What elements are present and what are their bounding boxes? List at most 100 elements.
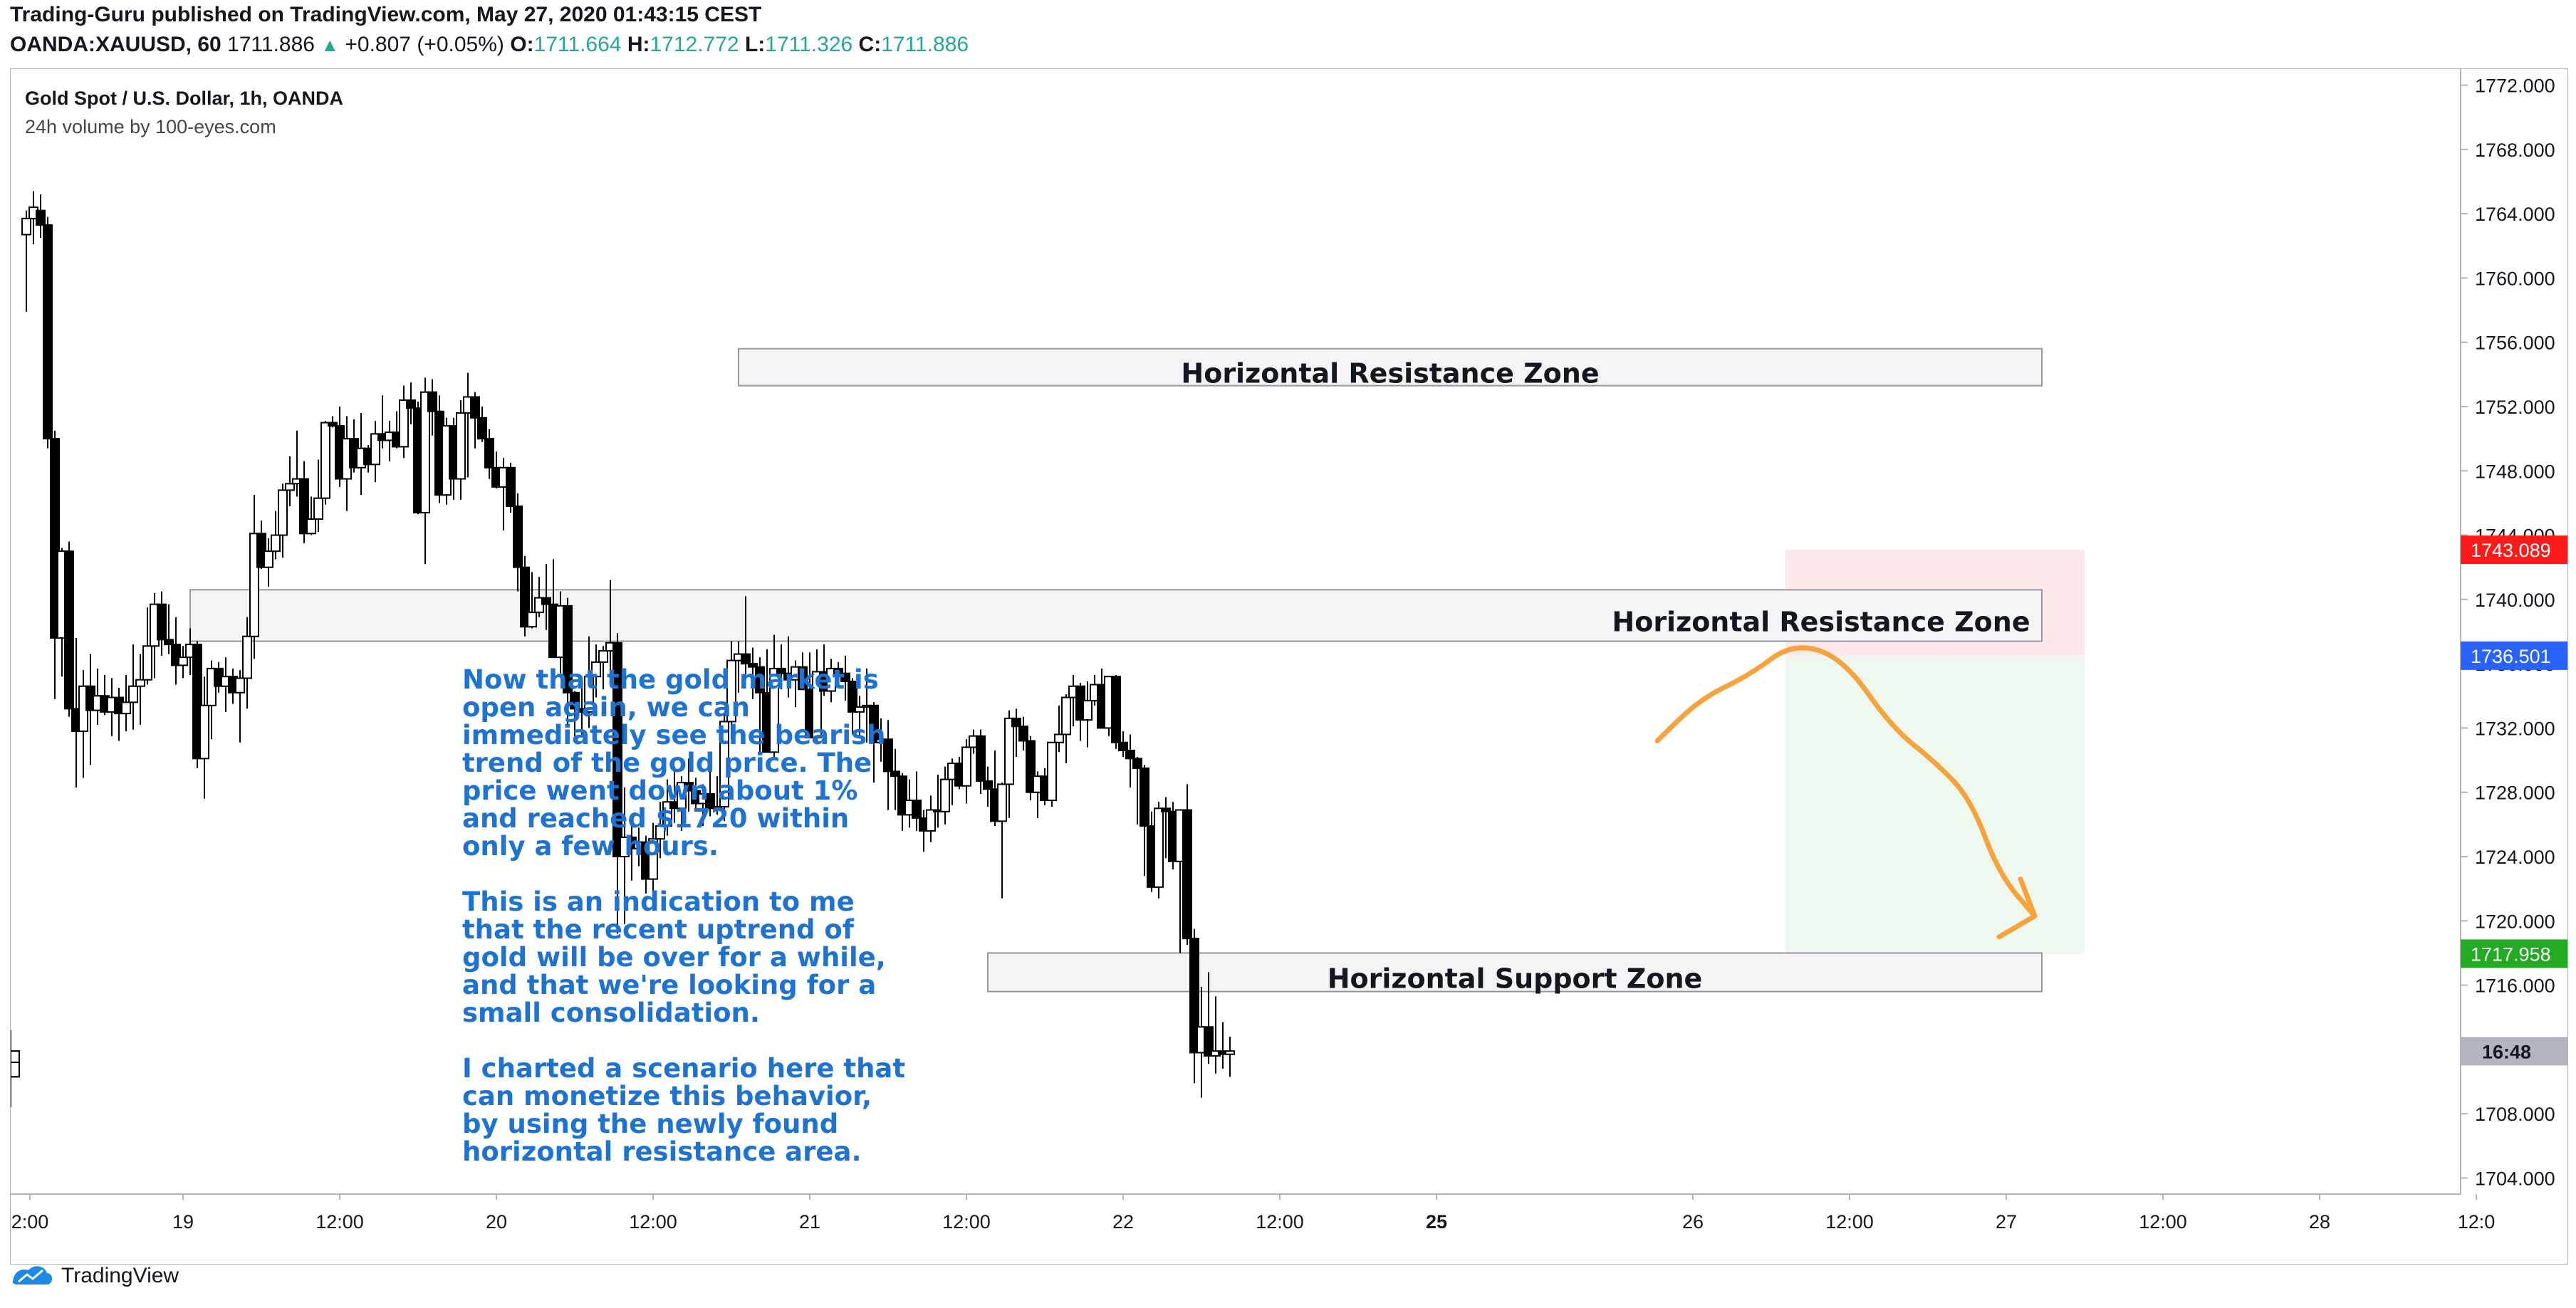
candle <box>484 429 494 479</box>
bearish-candle-body <box>776 667 786 674</box>
bearish-candle-body <box>833 667 843 674</box>
candle <box>741 596 751 679</box>
candle <box>1011 708 1021 758</box>
y-tick-label: 1772.000 <box>2475 75 2555 97</box>
bullish-candle-body <box>769 667 779 753</box>
candle <box>983 766 993 807</box>
candle <box>961 739 971 804</box>
candle <box>1182 784 1192 946</box>
candle <box>912 771 922 831</box>
bullish-candle-body <box>420 391 430 513</box>
publisher-text: Trading-Guru published on TradingView.co… <box>10 3 762 26</box>
bullish-candle-body <box>121 701 131 715</box>
bearish-candle-body <box>1161 807 1171 812</box>
annotation-line: trend of the gold price. The <box>462 748 872 778</box>
footer-brand[interactable]: TradingView <box>10 1263 179 1289</box>
close-label: C: <box>858 33 882 56</box>
bullish-candle-body <box>235 677 245 694</box>
candle <box>848 678 857 735</box>
x-tick-label: 12:00 <box>1825 1211 1874 1233</box>
bearish-candle-body <box>541 597 551 605</box>
candle <box>427 379 437 436</box>
bullish-candle-body <box>278 489 288 536</box>
candle <box>406 382 416 424</box>
candle <box>1004 710 1014 818</box>
candle <box>328 416 338 428</box>
candle <box>527 572 537 629</box>
bullish-candle-body <box>242 635 252 679</box>
candle <box>719 713 729 822</box>
ohlc-line: OANDA:XAUUSD, 60 1711.886 ▲ +0.807 (+0.0… <box>10 33 969 57</box>
candle <box>570 691 580 736</box>
bullish-candle-body <box>1154 807 1164 888</box>
bullish-candle-body <box>648 838 658 880</box>
candle <box>584 636 594 728</box>
candle <box>776 644 786 690</box>
x-tick-label: 27 <box>1996 1211 2017 1233</box>
candle <box>199 676 209 799</box>
bearish-candle-body <box>976 735 986 782</box>
last-price: 1711.886 <box>227 33 315 56</box>
high-label: H: <box>627 33 650 56</box>
bearish-candle-body <box>563 605 573 694</box>
bullish-candle-body <box>399 399 409 448</box>
y-tick-label: 1732.000 <box>2475 718 2555 739</box>
candle <box>705 766 715 817</box>
x-tick-label: 25 <box>1426 1211 1447 1233</box>
target-price-tag: 1717.958 <box>2471 943 2551 965</box>
bullish-candle-body <box>719 721 729 808</box>
y-tick-label: 1752.000 <box>2475 397 2555 418</box>
candle <box>285 456 295 506</box>
bearish-candle-body <box>64 550 74 710</box>
bullish-candle-body <box>320 422 330 499</box>
bullish-candle-body <box>1061 696 1071 736</box>
candle <box>940 766 950 825</box>
x-tick-label: 21 <box>799 1211 820 1233</box>
candle <box>36 194 46 238</box>
bullish-candle-body <box>370 433 380 466</box>
x-tick-label: 12:00 <box>2139 1211 2187 1233</box>
candle <box>249 495 259 659</box>
bullish-candle-body <box>1054 733 1064 743</box>
candle <box>171 617 181 685</box>
bearish-candle-body <box>755 666 765 694</box>
y-tick-label: 1740.000 <box>2475 590 2555 611</box>
y-tick-label: 1728.000 <box>2475 783 2555 804</box>
bearish-candle-body <box>406 399 416 409</box>
bearish-candle-body <box>890 770 900 778</box>
footer-brand-text: TradingView <box>61 1264 179 1287</box>
annotation-line: open again, we can <box>462 692 750 723</box>
bearish-candle-body <box>506 466 516 507</box>
candle <box>1189 928 1199 1084</box>
bearish-candle-body <box>869 704 879 743</box>
candle <box>1204 972 1214 1064</box>
annotation-line: This is an indication to me <box>462 886 855 917</box>
candle <box>513 493 523 592</box>
x-tick-label: 20 <box>486 1211 507 1233</box>
bearish-candle-body <box>1189 938 1199 1054</box>
chart-frame[interactable]: Gold Spot / U.S. Dollar, 1h, OANDA 24h vo… <box>10 68 2568 1265</box>
price-chart[interactable]: Gold Spot / U.S. Dollar, 1h, OANDA 24h vo… <box>11 69 2569 1265</box>
bullish-candle-body <box>285 483 295 491</box>
candle <box>1125 734 1135 788</box>
bearish-candle-body <box>1182 809 1192 940</box>
bearish-candle-body <box>570 691 580 710</box>
bullish-candle-body <box>456 412 466 480</box>
candle <box>470 392 480 449</box>
y-tick-label: 1764.000 <box>2475 204 2555 225</box>
target-price-tag-bg <box>2461 939 2567 968</box>
bullish-candle-body <box>926 809 936 832</box>
bullish-candle-body <box>655 825 665 840</box>
low-label: L: <box>744 33 766 56</box>
candle <box>64 541 74 717</box>
candle <box>506 463 516 513</box>
bearish-candle-body <box>427 391 437 412</box>
candle <box>142 607 152 685</box>
bullish-candle-body <box>591 661 601 678</box>
candle <box>926 795 936 842</box>
candle <box>313 459 323 533</box>
candle <box>1018 716 1028 751</box>
candle <box>833 661 843 688</box>
candle <box>1054 705 1064 753</box>
